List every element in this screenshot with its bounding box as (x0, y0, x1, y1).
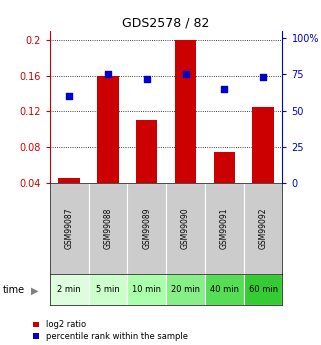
Text: GSM99091: GSM99091 (220, 208, 229, 249)
Bar (214, 151, 235, 183)
Text: 5 min: 5 min (96, 285, 120, 294)
Bar (136, 120, 157, 183)
Text: time: time (3, 286, 25, 295)
Bar (205, 274, 244, 305)
Bar (127, 274, 166, 305)
Bar (244, 274, 282, 305)
Text: GSM99090: GSM99090 (181, 208, 190, 249)
Bar (175, 40, 196, 183)
Bar (58, 178, 80, 183)
Text: 2 min: 2 min (57, 285, 81, 294)
Point (261, 75, 266, 80)
Bar (252, 107, 274, 183)
Point (66, 93, 72, 99)
Bar (89, 274, 127, 305)
Text: ▶: ▶ (30, 286, 38, 295)
Bar (89, 183, 127, 274)
Text: 20 min: 20 min (171, 285, 200, 294)
Text: 60 min: 60 min (248, 285, 278, 294)
Bar (244, 183, 282, 274)
Point (144, 76, 149, 81)
Point (222, 86, 227, 92)
Point (183, 72, 188, 77)
Bar (166, 183, 205, 274)
Bar (166, 274, 205, 305)
Legend: log2 ratio, percentile rank within the sample: log2 ratio, percentile rank within the s… (33, 321, 187, 341)
Text: GSM99089: GSM99089 (142, 208, 151, 249)
Title: GDS2578 / 82: GDS2578 / 82 (122, 17, 210, 30)
Text: GSM99087: GSM99087 (65, 208, 74, 249)
Bar (50, 274, 89, 305)
Bar (127, 183, 166, 274)
Text: 40 min: 40 min (210, 285, 239, 294)
Bar (205, 183, 244, 274)
Bar (50, 183, 89, 274)
Text: GSM99092: GSM99092 (259, 208, 268, 249)
Bar (97, 76, 118, 183)
Text: GSM99088: GSM99088 (103, 208, 112, 249)
Text: 10 min: 10 min (132, 285, 161, 294)
Point (105, 72, 110, 77)
